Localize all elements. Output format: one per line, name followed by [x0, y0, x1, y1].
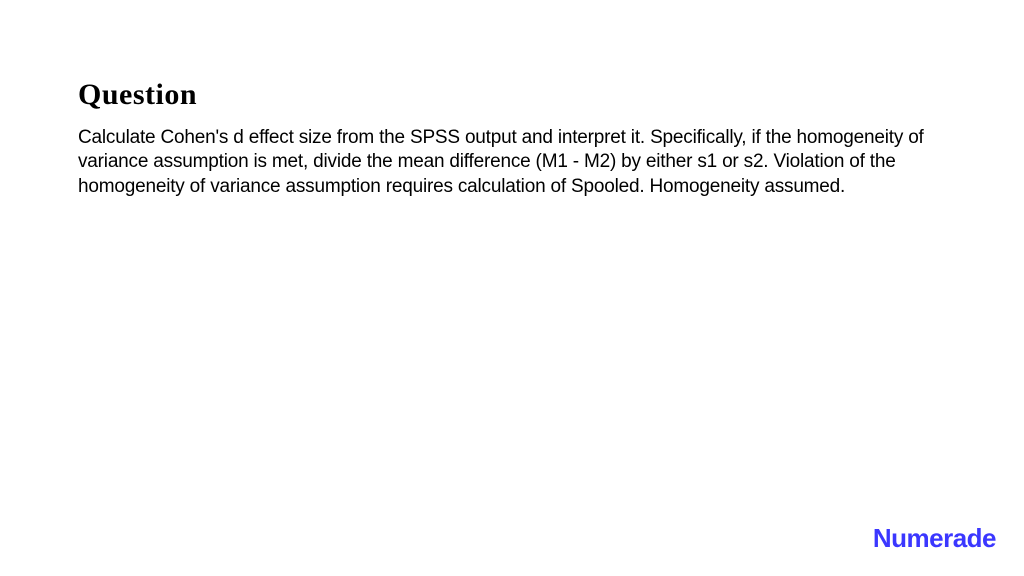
numerade-logo: Numerade	[873, 523, 996, 554]
question-body: Calculate Cohen's d effect size from the…	[78, 126, 946, 199]
question-content: Question Calculate Cohen's d effect size…	[0, 0, 1024, 199]
question-heading: Question	[78, 78, 946, 112]
